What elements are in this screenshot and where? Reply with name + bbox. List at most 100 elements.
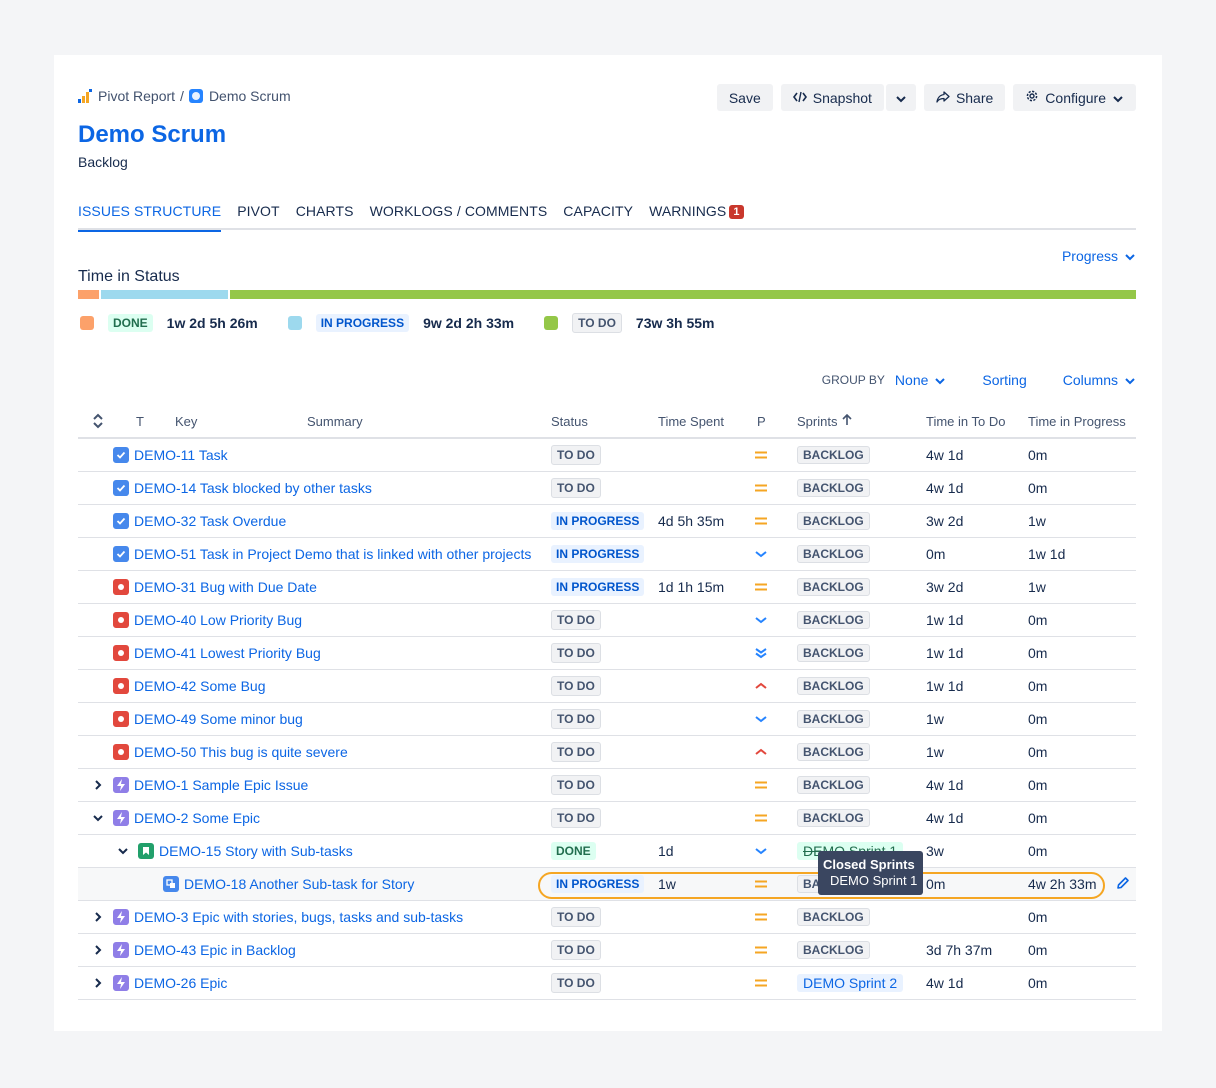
columns-dropdown[interactable]: Columns: [1063, 372, 1136, 388]
issue-link[interactable]: DEMO-15 Story with Sub-tasks: [159, 843, 353, 859]
col-status[interactable]: Status: [551, 413, 588, 429]
table-row[interactable]: DEMO-32 Task Overdue IN PROGRESS 4d 5h 35m…: [78, 505, 1136, 538]
snapshot-menu-button[interactable]: [885, 84, 916, 111]
tab-capacity[interactable]: CAPACITY: [563, 199, 633, 230]
table-row[interactable]: DEMO-40 Low Priority Bug TO DO BACKLOG 1w 1…: [78, 604, 1136, 637]
issue-link[interactable]: DEMO-2 Some Epic: [134, 810, 261, 826]
table-row[interactable]: DEMO-15 Story with Sub-tasksDONE1dDEMO S…: [78, 835, 1136, 868]
time-in-progress: 0m: [1028, 744, 1048, 760]
tab-label: CAPACITY: [563, 203, 634, 219]
table-row[interactable]: DEMO-43 Epic in Backlog TO DO BACKLOG 3d 7h…: [78, 934, 1136, 967]
issue-link[interactable]: DEMO-51 Task in Project Demo that is lin…: [134, 546, 532, 562]
chevron-down-icon[interactable]: [90, 810, 106, 826]
breadcrumb-root[interactable]: Pivot Report: [98, 88, 176, 104]
sorting-link[interactable]: Sorting: [982, 372, 1026, 388]
status-lozenge[interactable]: TO DO: [551, 445, 601, 465]
col-key[interactable]: Key: [175, 413, 198, 429]
time-spent: 1d: [658, 843, 674, 859]
sprint-tag: BACKLOG: [797, 677, 870, 695]
chevron-right-icon[interactable]: [90, 942, 106, 958]
sprint-tag: BACKLOG: [797, 908, 870, 926]
status-lozenge[interactable]: DONE: [551, 842, 596, 860]
col-summary[interactable]: Summary: [307, 413, 363, 429]
status-lozenge[interactable]: TO DO: [551, 478, 601, 498]
legend-duration: 9w 2d 2h 33m: [423, 315, 515, 331]
table-row[interactable]: DEMO-3 Epic with stories, bugs, tasks an…: [78, 901, 1136, 934]
time-in-todo: 4w 1d: [926, 480, 964, 496]
tab-worklogs-comments[interactable]: WORKLOGS / COMMENTS: [370, 199, 548, 230]
table-row[interactable]: DEMO-41 Lowest Priority Bug TO DO BACKLOG 1…: [78, 637, 1136, 670]
status-lozenge[interactable]: TO DO: [551, 742, 601, 762]
legend-swatch: [80, 316, 94, 330]
tab-pivot[interactable]: PIVOT: [237, 199, 280, 230]
status-lozenge[interactable]: TO DO: [551, 808, 601, 828]
issue-link[interactable]: DEMO-3 Epic with stories, bugs, tasks an…: [134, 909, 464, 925]
table-row[interactable]: DEMO-51 Task in Project Demo that is lin…: [78, 538, 1136, 571]
issue-link[interactable]: DEMO-40 Low Priority Bug: [134, 612, 303, 628]
col-sprints[interactable]: Sprints: [797, 405, 853, 437]
issue-link[interactable]: DEMO-1 Sample Epic Issue: [134, 777, 309, 793]
time-in-todo: 0m: [926, 546, 946, 562]
chevron-right-icon[interactable]: [90, 975, 106, 991]
status-lozenge[interactable]: TO DO: [551, 676, 601, 696]
expand-all-toggle-icon[interactable]: [92, 405, 104, 437]
col-time-in-todo[interactable]: Time in To Do: [926, 413, 1006, 429]
save-button[interactable]: Save: [716, 84, 773, 111]
legend-swatch: [287, 316, 302, 330]
status-lozenge[interactable]: IN PROGRESS: [551, 512, 645, 530]
status-lozenge[interactable]: TO DO: [551, 610, 601, 630]
issue-link[interactable]: DEMO-31 Bug with Due Date: [134, 579, 317, 595]
issue-link[interactable]: DEMO-50 This bug is quite severe: [134, 744, 348, 760]
status-lozenge[interactable]: IN PROGRESS: [551, 545, 645, 563]
table-row[interactable]: DEMO-18 Another Sub-task for Story IN PRO…: [78, 868, 1136, 901]
sprint-tag: BACKLOG: [797, 743, 870, 761]
status-lozenge[interactable]: TO DO: [551, 775, 601, 795]
issue-link[interactable]: DEMO-42 Some Bug: [134, 678, 266, 694]
status-lozenge[interactable]: TO DO: [551, 973, 601, 993]
col-time-spent[interactable]: Time Spent: [658, 413, 724, 429]
progress-dropdown[interactable]: Progress: [1062, 248, 1136, 264]
priority-medium-icon: [753, 909, 769, 925]
issue-link[interactable]: DEMO-49 Some minor bug: [134, 711, 303, 727]
sprint-link[interactable]: DEMO Sprint 2: [797, 974, 904, 992]
group-by-dropdown[interactable]: None: [895, 372, 946, 388]
snapshot-button[interactable]: Snapshot: [780, 84, 884, 111]
table-row[interactable]: DEMO-50 This bug is quite severe TO DO BAC…: [78, 736, 1136, 769]
status-lozenge[interactable]: TO DO: [551, 643, 601, 663]
table-row[interactable]: DEMO-1 Sample Epic Issue TO DO BACKLOG 4w 1…: [78, 769, 1136, 802]
issue-link[interactable]: DEMO-14 Task blocked by other tasks: [134, 480, 372, 496]
issue-link[interactable]: DEMO-32 Task Overdue: [134, 513, 287, 529]
chevron-down-icon[interactable]: [115, 843, 131, 859]
col-type[interactable]: T: [136, 413, 144, 429]
status-lozenge[interactable]: TO DO: [551, 907, 601, 927]
status-lozenge[interactable]: IN PROGRESS: [551, 578, 645, 596]
table-row[interactable]: DEMO-49 Some minor bug TO DO BACKLOG 1w 0m: [78, 703, 1136, 736]
table-row[interactable]: DEMO-2 Some Epic TO DO BACKLOG 4w 1d 0m: [78, 802, 1136, 835]
issue-link[interactable]: DEMO-18 Another Sub-task for Story: [184, 876, 415, 892]
tab-charts[interactable]: CHARTS: [296, 199, 354, 230]
priority-medium-icon: [753, 975, 769, 991]
issue-link[interactable]: DEMO-43 Epic in Backlog: [134, 942, 296, 958]
col-time-in-progress[interactable]: Time in Progress: [1028, 413, 1126, 429]
table-row[interactable]: DEMO-42 Some Bug TO DO BACKLOG 1w 1d 0m: [78, 670, 1136, 703]
tab-warnings[interactable]: WARNINGS 1: [649, 199, 744, 230]
status-lozenge[interactable]: TO DO: [551, 940, 601, 960]
snapshot-label: Snapshot: [812, 89, 872, 106]
pencil-icon[interactable]: [1116, 876, 1130, 893]
issue-link[interactable]: DEMO-41 Lowest Priority Bug: [134, 645, 321, 661]
issue-link[interactable]: DEMO-26 Epic: [134, 975, 228, 991]
status-lozenge[interactable]: TO DO: [551, 709, 601, 729]
table-row[interactable]: DEMO-26 Epic TO DO DEMO Sprint 2 4w 1d 0m: [78, 967, 1136, 1000]
breadcrumb-project[interactable]: Demo Scrum: [208, 88, 291, 104]
table-row[interactable]: DEMO-11 Task TO DO BACKLOG 4w 1d 0m: [78, 439, 1136, 472]
table-row[interactable]: DEMO-31 Bug with Due Date IN PROGRESS 1d 1…: [78, 571, 1136, 604]
issue-link[interactable]: DEMO-11 Task: [134, 447, 228, 463]
share-button[interactable]: Share: [923, 84, 1006, 111]
chevron-right-icon[interactable]: [90, 777, 106, 793]
status-lozenge[interactable]: IN PROGRESS: [551, 875, 645, 893]
tab-issues-structure[interactable]: ISSUES STRUCTURE: [78, 199, 222, 232]
configure-button[interactable]: Configure: [1013, 84, 1136, 111]
chevron-right-icon[interactable]: [90, 909, 106, 925]
col-priority[interactable]: P: [757, 413, 766, 429]
table-row[interactable]: DEMO-14 Task blocked by other tasks TO DO…: [78, 472, 1136, 505]
